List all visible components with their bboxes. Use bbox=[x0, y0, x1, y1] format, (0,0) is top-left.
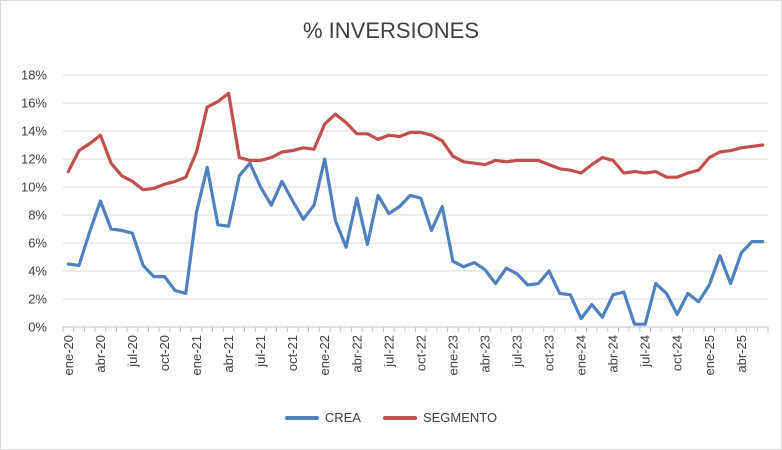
legend-item-segmento: SEGMENTO bbox=[382, 410, 498, 425]
x-tick-label: abr-21 bbox=[221, 335, 236, 373]
y-tick-label: 18% bbox=[21, 68, 47, 83]
x-tick-label: abr-23 bbox=[477, 335, 492, 373]
x-tick-label: jul-21 bbox=[253, 335, 268, 368]
legend-swatch-crea bbox=[284, 415, 319, 420]
x-tick-label: abr-25 bbox=[734, 335, 749, 373]
x-tick-label: jul-22 bbox=[381, 335, 396, 368]
x-tick-label: ene-20 bbox=[61, 335, 76, 375]
y-tick-label: 8% bbox=[28, 208, 47, 223]
legend-label-crea: CREA bbox=[324, 410, 361, 425]
legend-item-crea: CREA bbox=[284, 410, 361, 425]
x-tick-label: oct-21 bbox=[285, 335, 300, 371]
series-line-segmento bbox=[66, 91, 765, 192]
y-tick-label: 2% bbox=[28, 292, 47, 307]
legend-swatch-segmento bbox=[382, 415, 417, 420]
y-tick-label: 0% bbox=[28, 320, 47, 335]
y-tick-label: 10% bbox=[21, 180, 47, 195]
y-tick-label: 12% bbox=[21, 152, 47, 167]
x-tick-label: jul-23 bbox=[509, 335, 524, 368]
x-tick-label: ene-24 bbox=[574, 335, 589, 375]
x-tick-label: ene-23 bbox=[445, 335, 460, 375]
x-tick-label: oct-20 bbox=[157, 335, 172, 371]
x-tick-label: abr-24 bbox=[606, 335, 621, 373]
x-tick-label: abr-20 bbox=[93, 335, 108, 373]
x-tick-label: jul-20 bbox=[125, 335, 140, 368]
chart-title: % INVERSIONES bbox=[302, 18, 480, 43]
x-tick-label: abr-22 bbox=[349, 335, 364, 373]
x-tick-label: ene-21 bbox=[189, 335, 204, 375]
y-tick-label: 14% bbox=[21, 124, 47, 139]
y-tick-label: 4% bbox=[28, 264, 47, 279]
x-tick-label: jul-24 bbox=[638, 335, 653, 368]
x-tick-label: oct-23 bbox=[542, 335, 557, 371]
y-tick-label: 16% bbox=[21, 96, 47, 111]
y-tick-label: 6% bbox=[28, 236, 47, 251]
x-tick-label: oct-22 bbox=[413, 335, 428, 371]
series-line-crea bbox=[66, 157, 765, 326]
x-tick-label: oct-24 bbox=[670, 335, 685, 371]
x-tick-label: ene-22 bbox=[317, 335, 332, 375]
chart-legend: CREA SEGMENTO bbox=[1, 410, 781, 425]
legend-label-segmento: SEGMENTO bbox=[422, 410, 498, 425]
x-tick-label: ene-25 bbox=[702, 335, 717, 375]
